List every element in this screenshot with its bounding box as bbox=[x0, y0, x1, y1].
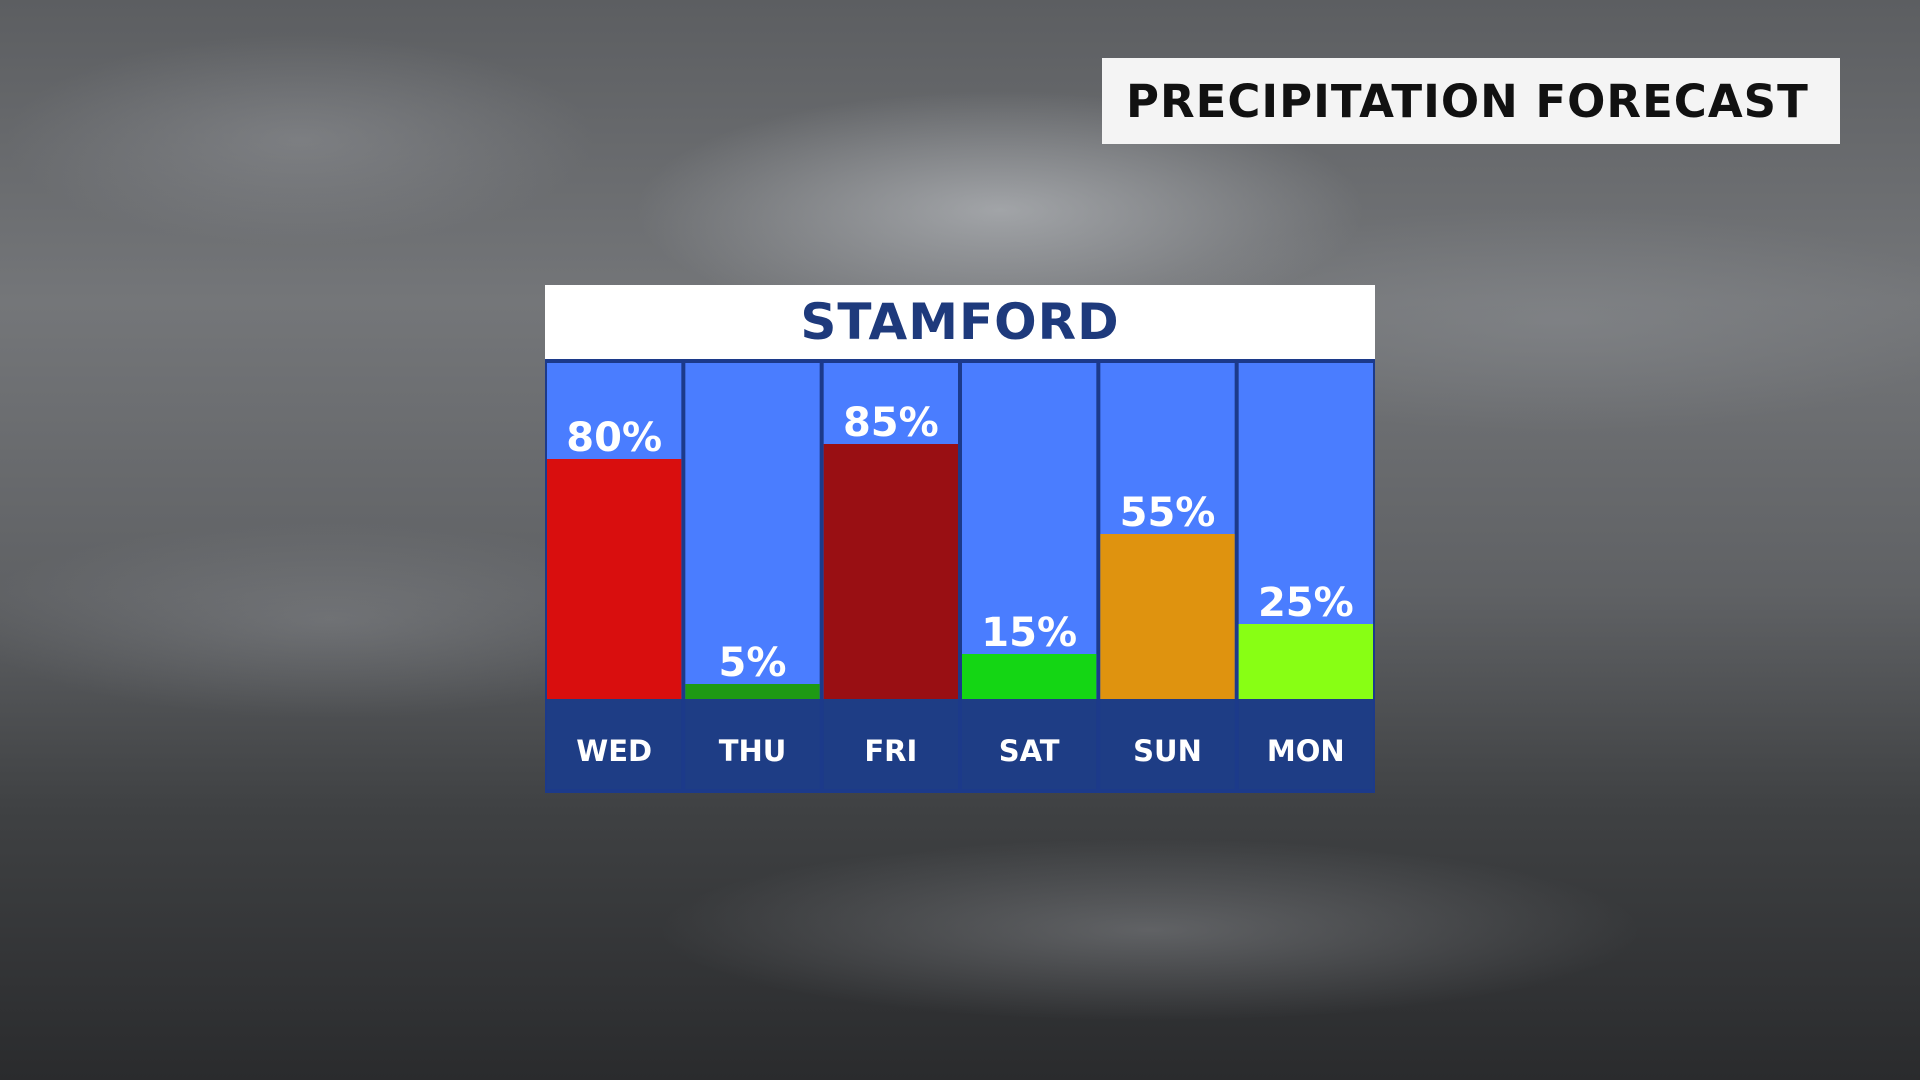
panel-header: STAMFORD bbox=[545, 285, 1375, 359]
bar-sat bbox=[962, 654, 1097, 699]
bar-sun bbox=[1100, 534, 1235, 699]
bar-wed bbox=[547, 459, 682, 699]
day-label-strip bbox=[685, 699, 820, 789]
column-background bbox=[685, 363, 820, 699]
bar-thu bbox=[685, 684, 820, 699]
value-label-thu: 5% bbox=[719, 640, 787, 686]
bar-fri bbox=[823, 444, 958, 699]
value-label-sat: 15% bbox=[981, 610, 1077, 656]
day-label-strip bbox=[1238, 699, 1373, 789]
day-label-strip bbox=[962, 699, 1097, 789]
value-label-mon: 25% bbox=[1258, 580, 1354, 626]
precipitation-forecast-banner: PRECIPITATION FORECAST bbox=[1102, 58, 1840, 144]
value-label-fri: 85% bbox=[843, 400, 939, 446]
bar-mon bbox=[1238, 624, 1373, 699]
chart-area: 80% WED 5% THU 85% FRI 15% SAT 55% SUN 25% MON bbox=[545, 359, 1375, 793]
day-label-strip bbox=[823, 699, 958, 789]
column-background bbox=[962, 363, 1097, 699]
day-label-sun: SUN bbox=[1133, 734, 1202, 768]
day-label-thu: THU bbox=[719, 734, 787, 768]
day-label-mon: MON bbox=[1267, 734, 1345, 768]
day-label-strip bbox=[547, 699, 682, 789]
day-label-sat: SAT bbox=[999, 734, 1060, 768]
chart-title: STAMFORD bbox=[800, 293, 1120, 351]
forecast-panel: STAMFORD 80% WED 5% THU 85% FRI 15% SAT 55% SUN 25… bbox=[545, 285, 1375, 793]
day-label-wed: WED bbox=[576, 734, 652, 768]
bar-chart-svg: 80% WED 5% THU 85% FRI 15% SAT 55% SUN 25% MON bbox=[547, 363, 1373, 789]
value-label-wed: 80% bbox=[566, 415, 662, 461]
banner-title: PRECIPITATION FORECAST bbox=[1126, 74, 1809, 128]
day-label-strip bbox=[1100, 699, 1235, 789]
day-label-fri: FRI bbox=[864, 734, 917, 768]
value-label-sun: 55% bbox=[1120, 490, 1216, 536]
